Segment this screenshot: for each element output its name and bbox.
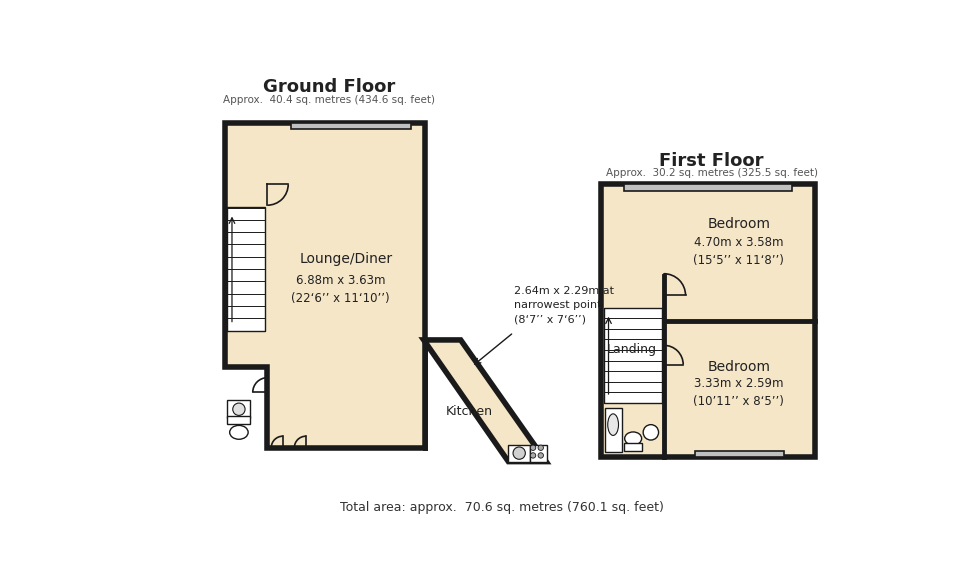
Text: Approx.  40.4 sq. metres (434.6 sq. feet): Approx. 40.4 sq. metres (434.6 sq. feet): [223, 95, 435, 104]
Text: Lounge/Diner: Lounge/Diner: [299, 252, 393, 266]
Ellipse shape: [229, 426, 248, 439]
Bar: [509, 445, 530, 461]
Bar: [695, 451, 784, 457]
Text: Total area: approx.  70.6 sq. metres (760.1 sq. feet): Total area: approx. 70.6 sq. metres (760…: [340, 501, 664, 514]
Ellipse shape: [608, 414, 618, 436]
Polygon shape: [601, 184, 815, 457]
Bar: [624, 443, 643, 451]
Polygon shape: [225, 123, 425, 448]
Text: First Floor: First Floor: [660, 152, 764, 170]
Text: Kitchen: Kitchen: [446, 405, 493, 418]
Text: Bedroom: Bedroom: [708, 360, 770, 374]
Bar: [227, 207, 265, 330]
Circle shape: [530, 453, 536, 458]
Text: Bedroom: Bedroom: [708, 217, 770, 231]
Text: Ground Floor: Ground Floor: [263, 79, 395, 96]
Text: Approx.  30.2 sq. metres (325.5 sq. feet): Approx. 30.2 sq. metres (325.5 sq. feet): [606, 168, 817, 178]
Bar: [227, 400, 251, 419]
Circle shape: [514, 447, 525, 459]
Text: 2.64m x 2.29m at
narrowest point
(8‘7’’ x 7‘6’’): 2.64m x 2.29m at narrowest point (8‘7’’ …: [514, 286, 613, 324]
Bar: [604, 308, 662, 403]
Text: 4.70m x 3.58m
(15‘5’’ x 11‘8’’): 4.70m x 3.58m (15‘5’’ x 11‘8’’): [693, 236, 784, 267]
Bar: [624, 184, 792, 191]
Circle shape: [232, 403, 245, 416]
Polygon shape: [423, 340, 546, 461]
Circle shape: [643, 424, 659, 440]
Bar: [290, 123, 412, 129]
Circle shape: [538, 445, 544, 450]
Ellipse shape: [624, 432, 642, 445]
Circle shape: [538, 453, 544, 458]
Text: Landing: Landing: [607, 343, 657, 356]
Circle shape: [530, 445, 536, 450]
Bar: [605, 408, 621, 453]
Text: 6.88m x 3.63m
(22‘6’’ x 11‘10’’): 6.88m x 3.63m (22‘6’’ x 11‘10’’): [291, 274, 390, 305]
Bar: [227, 416, 251, 424]
Bar: [530, 445, 547, 461]
Text: 3.33m x 2.59m
(10’11’’ x 8‘5’’): 3.33m x 2.59m (10’11’’ x 8‘5’’): [693, 377, 784, 408]
